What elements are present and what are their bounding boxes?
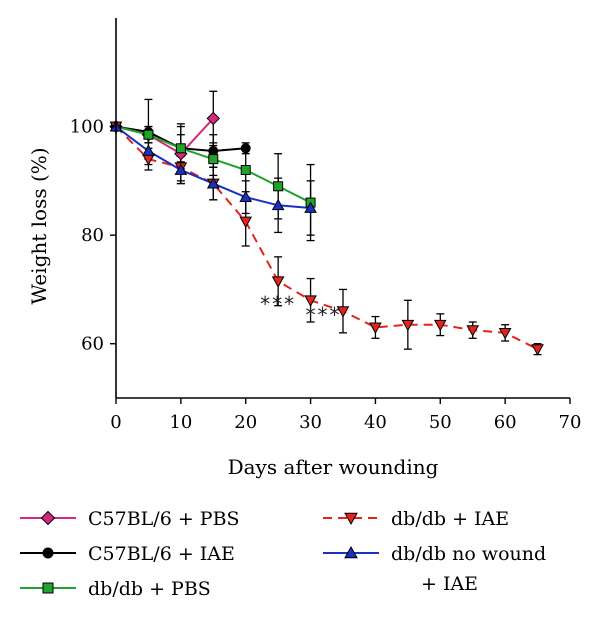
legend-item: C57BL/6 + PBS	[20, 508, 240, 530]
data-point	[42, 547, 54, 559]
y-tick-label: 80	[81, 225, 104, 246]
plot-area: *** ***	[109, 90, 544, 356]
data-point	[273, 181, 284, 192]
data-point	[142, 144, 155, 156]
legend-label: C57BL/6 + PBS	[88, 508, 240, 530]
data-point	[240, 165, 251, 175]
data-point	[369, 322, 382, 334]
data-point	[271, 198, 285, 211]
x-tick-label: 60	[494, 412, 517, 433]
data-point	[143, 129, 154, 140]
legend: C57BL/6 + PBS C57BL/6 + IAE db/db + PBS db/…	[20, 508, 546, 600]
data-point	[206, 111, 220, 126]
data-point	[304, 295, 317, 307]
series-line	[115, 125, 539, 351]
data-point	[531, 344, 544, 356]
x-tick-label: 70	[559, 412, 582, 433]
data-point	[174, 163, 188, 175]
data-point	[344, 545, 358, 559]
significance-annotation: ***	[260, 292, 296, 316]
x-tick-label: 30	[299, 412, 322, 433]
data-point	[240, 143, 251, 154]
significance-annotation: ***	[306, 303, 342, 327]
data-point	[271, 276, 285, 288]
legend-label: db/db + PBS	[88, 578, 211, 600]
series-line	[115, 117, 215, 155]
data-point	[40, 510, 56, 526]
data-point	[42, 582, 54, 594]
data-point	[344, 512, 358, 526]
data-point	[401, 319, 415, 332]
data-point	[175, 143, 186, 154]
legend-item: db/db + PBS	[20, 578, 211, 600]
x-tick-label: 20	[234, 412, 257, 433]
data-point	[466, 325, 480, 337]
y-tick-label: 60	[81, 334, 104, 355]
legend-item: db/db no wound + IAE	[323, 543, 546, 595]
y-axis-title: Weight loss (%)	[27, 147, 51, 304]
data-point	[206, 177, 220, 189]
legend-label: + IAE	[421, 573, 478, 595]
x-axis-title: Days after wounding	[228, 455, 439, 479]
data-point	[239, 190, 253, 203]
legend-label: db/db no wound	[391, 543, 546, 565]
x-tick-label: 50	[429, 412, 452, 433]
legend-item: db/db + IAE	[323, 508, 509, 530]
data-point	[304, 201, 317, 213]
x-tick-label: 40	[364, 412, 387, 433]
legend-label: db/db + IAE	[391, 508, 509, 530]
data-point	[433, 319, 447, 332]
y-tick-label: 100	[70, 117, 104, 138]
data-point	[498, 327, 512, 340]
x-tick-label: 10	[169, 412, 192, 433]
axes: 0 10 20 30 40 50 60 70 60 80 100 Days after woundin…	[27, 18, 581, 479]
data-point	[208, 154, 219, 165]
x-tick-label: 0	[110, 412, 121, 433]
data-point	[239, 216, 253, 229]
legend-label: C57BL/6 + IAE	[88, 543, 235, 565]
legend-item: C57BL/6 + IAE	[20, 543, 235, 565]
data-point	[336, 306, 350, 318]
